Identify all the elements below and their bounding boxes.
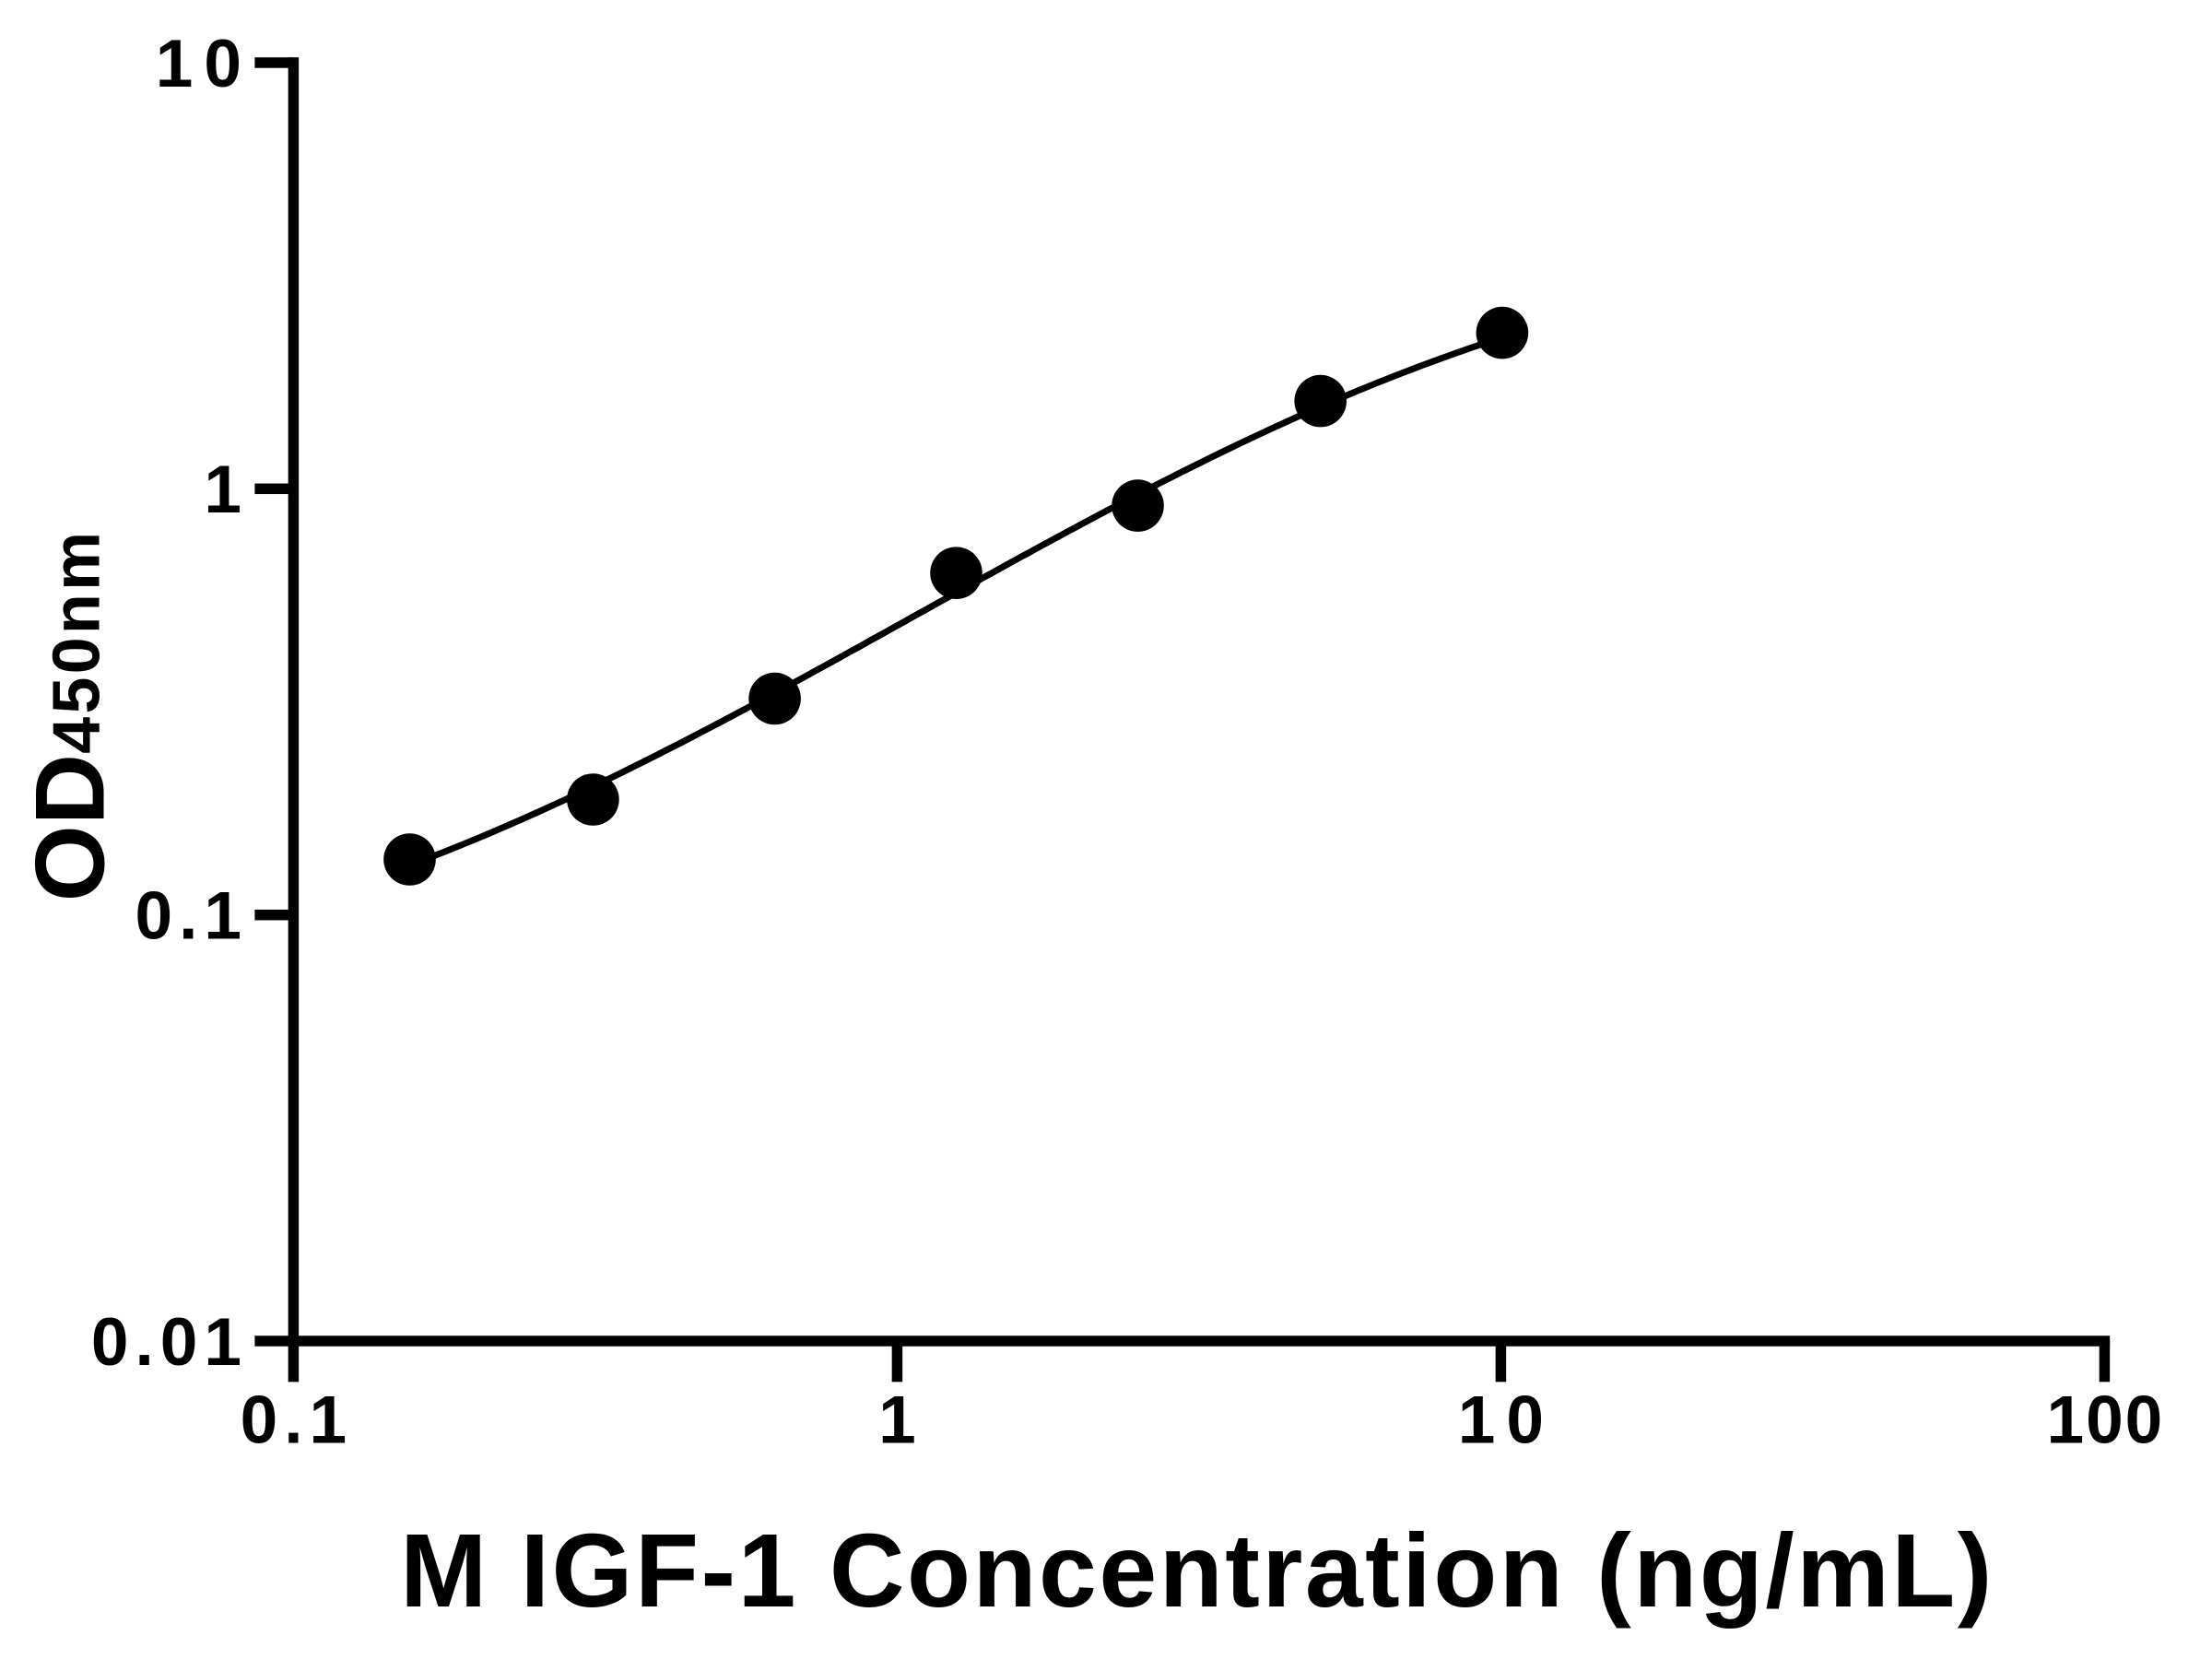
svg-text:0.1: 0.1 (241, 1383, 353, 1458)
svg-text:1: 1 (878, 1383, 916, 1458)
svg-text:0.1: 0.1 (135, 879, 248, 954)
svg-text:10: 10 (1458, 1383, 1555, 1458)
svg-text:0.01: 0.01 (91, 1305, 248, 1380)
svg-text:OD450nm: OD450nm (15, 529, 125, 902)
svg-text:10: 10 (156, 27, 253, 101)
svg-text:1: 1 (204, 453, 241, 527)
svg-text:100: 100 (2046, 1383, 2164, 1458)
svg-text:M IGF-1 Concentration (ng/mL): M IGF-1 Concentration (ng/mL) (400, 1512, 1994, 1629)
